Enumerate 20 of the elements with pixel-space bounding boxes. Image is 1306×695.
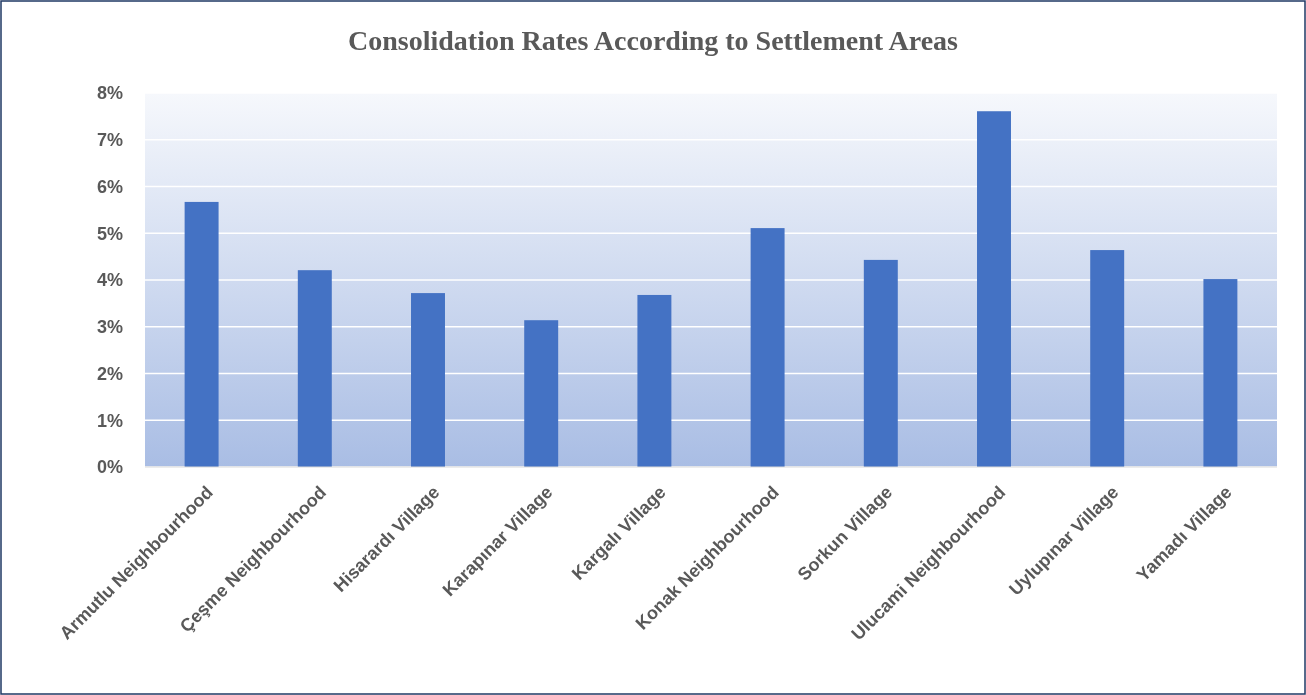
bar bbox=[863, 259, 898, 467]
y-tick-label: 8% bbox=[96, 83, 123, 104]
bar bbox=[1203, 279, 1238, 467]
y-tick-label: 0% bbox=[96, 457, 123, 478]
bar bbox=[184, 201, 219, 467]
bar bbox=[411, 293, 445, 467]
y-tick-label: 4% bbox=[96, 270, 123, 291]
y-tick-label: 7% bbox=[96, 130, 123, 151]
y-tick-label: 5% bbox=[96, 223, 123, 244]
chart-title: Consolidation Rates According to Settlement Areas bbox=[348, 25, 959, 56]
bar bbox=[524, 320, 559, 467]
bar bbox=[637, 294, 672, 467]
bar bbox=[1090, 250, 1125, 467]
y-tick-label: 6% bbox=[96, 176, 123, 197]
bar bbox=[750, 228, 785, 467]
y-tick-label: 1% bbox=[96, 410, 123, 431]
y-tick-label: 2% bbox=[96, 363, 123, 384]
y-tick-label: 3% bbox=[96, 317, 123, 338]
bar bbox=[297, 270, 332, 467]
bar bbox=[977, 111, 1011, 467]
